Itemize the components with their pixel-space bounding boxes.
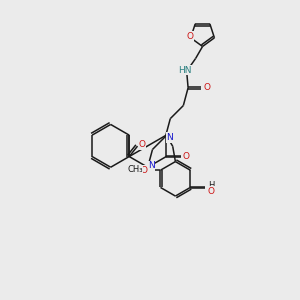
Text: O: O	[208, 187, 214, 196]
Text: N: N	[148, 161, 155, 170]
Text: H: H	[208, 181, 214, 190]
Text: CH₃: CH₃	[127, 165, 143, 174]
Text: O: O	[203, 83, 210, 92]
Text: O: O	[141, 166, 148, 175]
Text: N: N	[167, 133, 173, 142]
Text: O: O	[187, 32, 194, 41]
Text: O: O	[139, 140, 145, 149]
Text: O: O	[183, 152, 190, 161]
Text: HN: HN	[178, 66, 192, 75]
